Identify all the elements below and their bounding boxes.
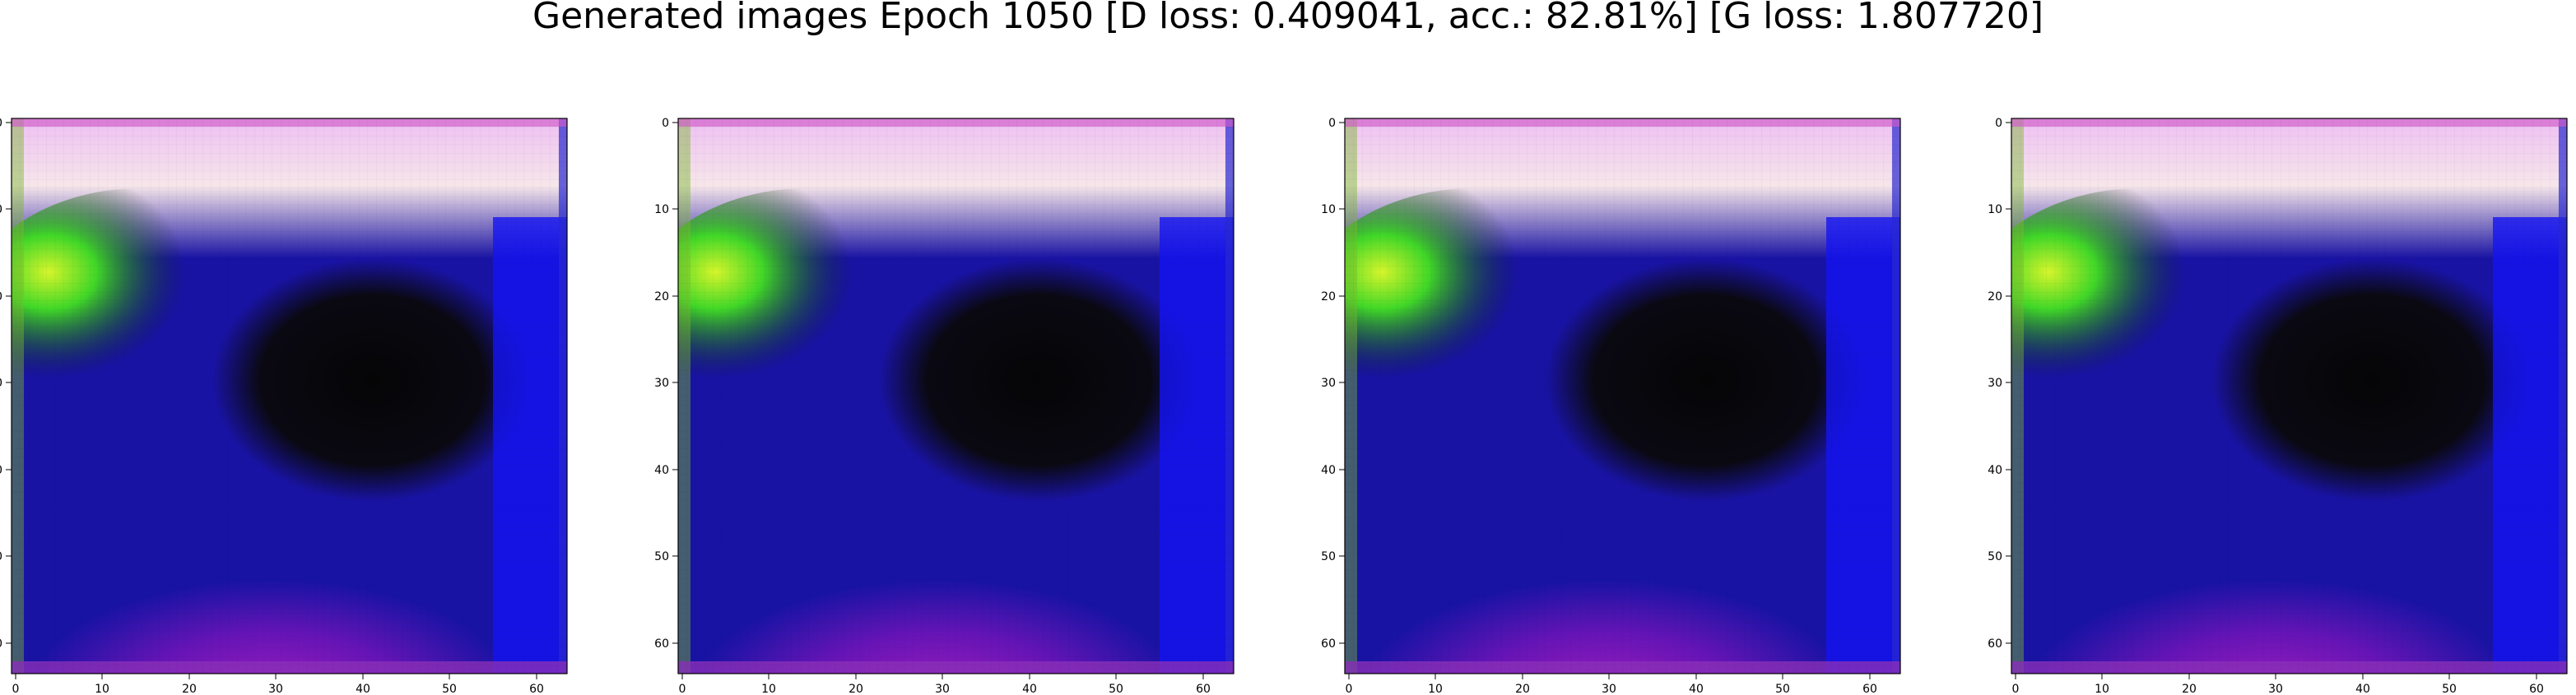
image-panel-1: 0 10 20 30 40 50 60 0 10 20 30 40 50 60 (0, 117, 571, 695)
y-tick-label: 0 (1995, 117, 2002, 130)
image-axes-3: 0 10 20 30 40 50 60 0 10 20 30 40 50 60 (1321, 117, 1901, 695)
y-axis: 0 10 20 30 40 50 60 (1988, 117, 2011, 651)
y-tick-label: 40 (654, 464, 669, 477)
y-tick-label: 60 (654, 637, 669, 651)
x-tick-label: 10 (95, 683, 109, 695)
image-axes-2: 0 10 20 30 40 50 60 0 10 20 30 40 50 60 (654, 117, 1235, 695)
y-tick-label: 30 (1321, 377, 1336, 390)
x-tick-label: 40 (2355, 683, 2370, 695)
x-tick-label: 50 (2442, 683, 2457, 695)
y-tick-label: 10 (1988, 203, 2002, 216)
generated-image-content (1345, 118, 1900, 674)
y-tick-label: 20 (1321, 290, 1336, 303)
x-tick-label: 0 (679, 683, 686, 695)
y-axis: 0 10 20 30 40 50 60 (654, 117, 678, 651)
x-tick-label: 0 (2012, 683, 2020, 695)
image-axes-1: 0 10 20 30 40 50 60 0 10 20 30 40 50 60 (0, 117, 568, 695)
x-tick-label: 50 (442, 683, 457, 695)
y-tick-label: 50 (0, 550, 2, 563)
image-panel-4: 0 10 20 30 40 50 60 0 10 20 30 40 50 60 (1988, 117, 2571, 695)
x-tick-label: 20 (1515, 683, 1530, 695)
generated-image-content (678, 118, 1234, 674)
x-tick-label: 60 (2529, 683, 2544, 695)
x-tick-label: 10 (761, 683, 776, 695)
x-tick-label: 20 (849, 683, 863, 695)
x-tick-label: 30 (268, 683, 283, 695)
x-tick-label: 0 (1346, 683, 1353, 695)
y-tick-label: 60 (1321, 637, 1336, 651)
axes-frame (1344, 118, 1901, 674)
y-tick-label: 50 (1988, 550, 2002, 563)
x-tick-label: 50 (1109, 683, 1123, 695)
axes-frame (11, 118, 568, 674)
x-axis: 0 10 20 30 40 50 60 (2012, 674, 2544, 695)
y-tick-label: 50 (654, 550, 669, 563)
x-tick-label: 60 (1196, 683, 1211, 695)
y-axis: 0 10 20 30 40 50 60 (0, 117, 12, 651)
generated-image-content (12, 118, 567, 674)
x-tick-label: 40 (356, 683, 370, 695)
y-tick-label: 40 (0, 464, 2, 477)
x-axis: 0 10 20 30 40 50 60 (12, 674, 544, 695)
x-tick-label: 40 (1022, 683, 1037, 695)
y-tick-label: 30 (0, 377, 2, 390)
x-tick-label: 20 (182, 683, 197, 695)
y-tick-label: 20 (654, 290, 669, 303)
x-tick-label: 60 (1862, 683, 1877, 695)
y-tick-label: 0 (1328, 117, 1336, 130)
x-tick-label: 40 (1689, 683, 1704, 695)
y-tick-label: 60 (0, 637, 2, 651)
generated-image-content (2011, 118, 2567, 674)
x-axis: 0 10 20 30 40 50 60 (1346, 674, 1877, 695)
y-tick-label: 60 (1988, 637, 2002, 651)
y-tick-label: 40 (1988, 464, 2002, 477)
image-axes-4: 0 10 20 30 40 50 60 0 10 20 30 40 50 60 (1988, 117, 2568, 695)
x-tick-label: 20 (2182, 683, 2197, 695)
x-tick-label: 50 (1775, 683, 1790, 695)
x-tick-label: 30 (2268, 683, 2283, 695)
x-tick-label: 30 (1602, 683, 1616, 695)
figure-title: Generated images Epoch 1050 [D loss: 0.4… (532, 0, 2044, 37)
y-tick-label: 10 (0, 203, 2, 216)
image-panel-3: 0 10 20 30 40 50 60 0 10 20 30 40 50 60 (1321, 117, 1904, 695)
y-tick-label: 10 (1321, 203, 1336, 216)
y-tick-label: 50 (1321, 550, 1336, 563)
y-tick-label: 40 (1321, 464, 1336, 477)
image-panel-2: 0 10 20 30 40 50 60 0 10 20 30 40 50 60 (654, 117, 1238, 695)
y-tick-label: 20 (0, 290, 2, 303)
x-tick-label: 10 (1428, 683, 1443, 695)
y-tick-label: 10 (654, 203, 669, 216)
x-tick-label: 30 (935, 683, 950, 695)
x-axis: 0 10 20 30 40 50 60 (679, 674, 1211, 695)
y-tick-label: 0 (662, 117, 669, 130)
y-tick-label: 30 (1988, 377, 2002, 390)
y-tick-label: 20 (1988, 290, 2002, 303)
x-tick-label: 0 (12, 683, 20, 695)
x-tick-label: 10 (2095, 683, 2109, 695)
axes-frame (2011, 118, 2568, 674)
axes-frame (677, 118, 1235, 674)
x-tick-label: 60 (529, 683, 544, 695)
y-tick-label: 30 (654, 377, 669, 390)
y-axis: 0 10 20 30 40 50 60 (1321, 117, 1345, 651)
y-tick-label: 0 (0, 117, 2, 130)
